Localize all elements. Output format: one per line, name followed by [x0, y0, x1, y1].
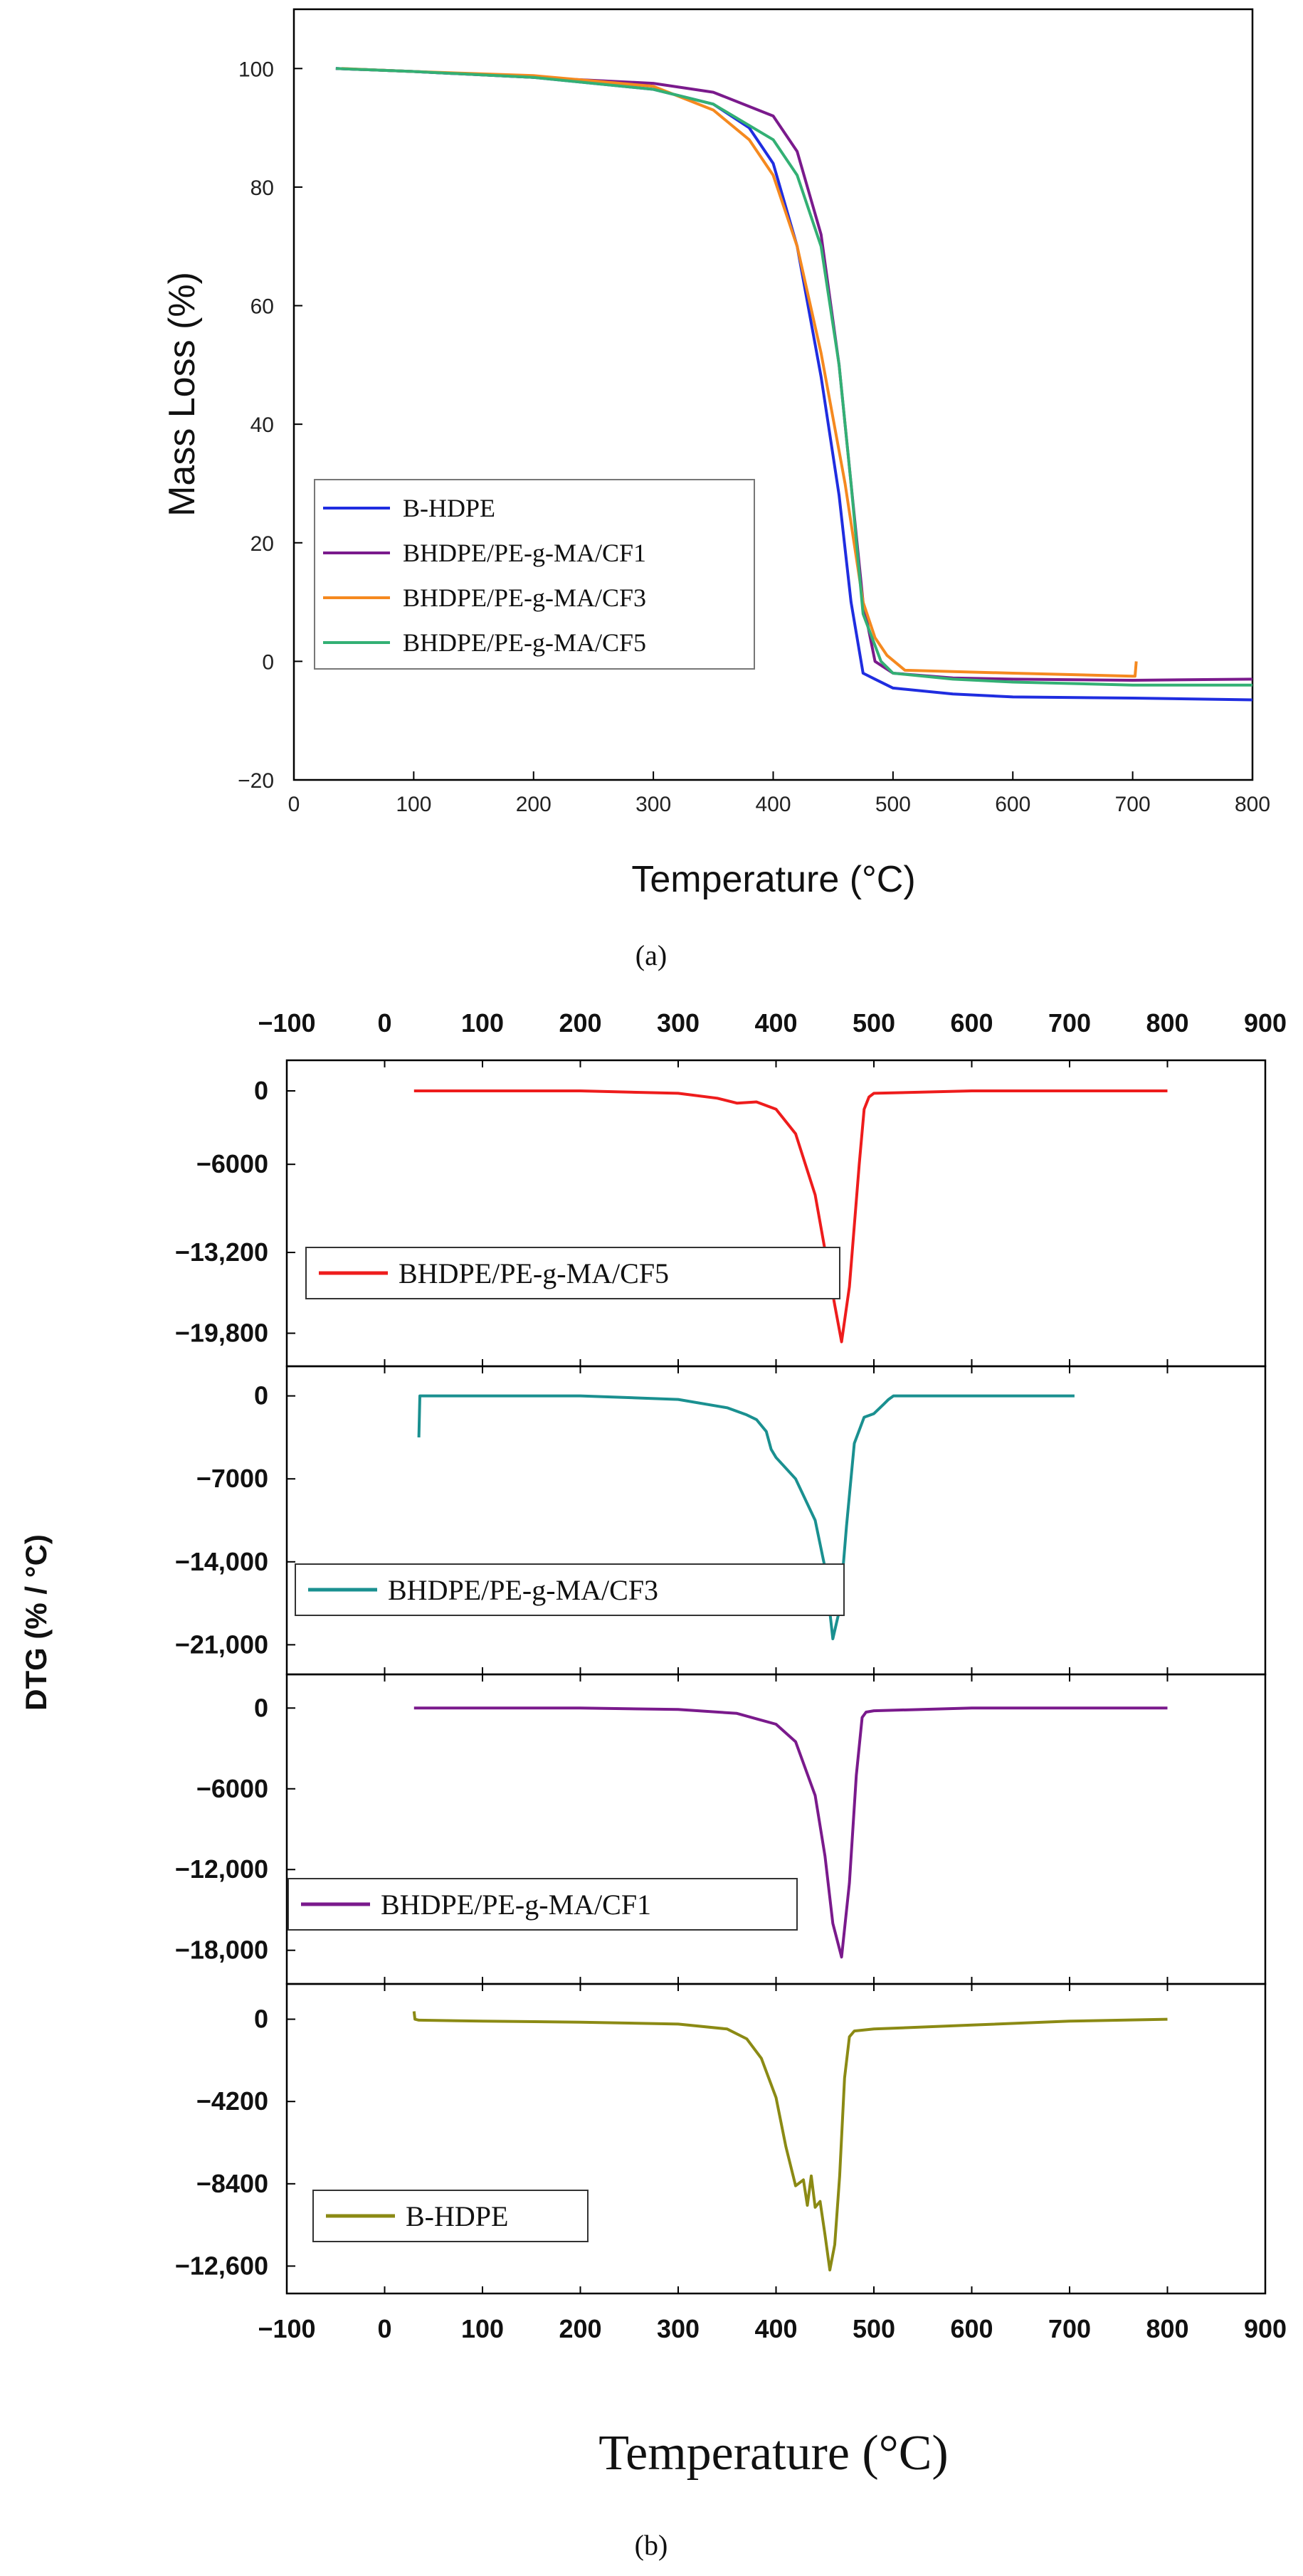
chart-b-xtick-label-bottom: 500 [853, 2314, 895, 2343]
chart-b-ytick-label: −12,000 [175, 1854, 268, 1884]
chart-b-panel-frame [285, 1983, 1267, 2295]
chart-a-ytick-label: −20 [238, 769, 274, 793]
chart-b-xtick-label-bottom: 800 [1146, 2314, 1188, 2343]
chart-b-xticks: −100 −100 0 0 100 100 200 200 300 300 400 400 500 500… [258, 1008, 1287, 2343]
chart-b-panel-frame [285, 1365, 1267, 1676]
chart-b-xlabel: Temperature (°C) [598, 2426, 948, 2481]
chart-b-ytick-label: −4200 [196, 2086, 268, 2116]
chart-b-series-line-1 [413, 1089, 1168, 1344]
chart-a-ytick-label: 100 [238, 58, 274, 81]
chart-b-ytick-label: 0 [254, 1381, 268, 1410]
chart-b-xtick-label-bottom: 600 [950, 2314, 993, 2343]
chart-b-ylabel: DTG (% / °C) [19, 1534, 53, 1711]
chart-b-panel-2: 0 −7000 −14,000 −21,000 BHDPE/PE-g-MA/CF3 [175, 1365, 1267, 1676]
chart-a-legend-box [314, 479, 755, 670]
chart-b-ytick-label: −6000 [196, 1149, 268, 1178]
chart-b-ytick-label: −18,000 [175, 1936, 268, 1965]
chart-a-ticks: 0 100 200 300 400 500 600 700 800 −20 0 20 40 60 80 100 [238, 58, 1270, 816]
chart-b-xtick-label-top: 200 [559, 1008, 601, 1038]
chart-b-xtick-label-bottom: 0 [377, 2314, 391, 2343]
chart-b-series-line-4 [412, 2011, 1168, 2271]
chart-b-legend-box [287, 1878, 798, 1931]
chart-a-ytick-label: 0 [262, 650, 274, 674]
chart-b-ytick-label: −19,800 [175, 1319, 268, 1348]
chart-b-xtick-label-top: 0 [377, 1008, 391, 1038]
chart-a-xlabel: Temperature (°C) [631, 859, 915, 900]
chart-b-xtick-label-top: 100 [461, 1008, 504, 1038]
chart-b-xtick-label-bottom: 400 [754, 2314, 797, 2343]
chart-a-ytick-label: 20 [250, 532, 274, 556]
chart-a-legend: B-HDPE BHDPE/PE-g-MA/CF1 BHDPE/PE-g-MA/CF3… [314, 479, 755, 670]
chart-b-ytick-label: −12,600 [175, 2251, 268, 2280]
chart-a-ytick-label: 80 [250, 176, 274, 200]
chart-b-xtick-label-bottom: 700 [1048, 2314, 1091, 2343]
chart-b-xtick-label-top: 600 [950, 1008, 993, 1038]
chart-b-xtick-label-bottom: 200 [559, 2314, 601, 2343]
chart-a-legend-label: BHDPE/PE-g-MA/CF3 [403, 584, 646, 612]
chart-b-xtick-label-top: 900 [1244, 1008, 1287, 1038]
chart-b-panel-1: 0 −6000 −13,200 −19,800 BHDPE/PE-g-MA/CF5 [175, 1059, 1267, 1368]
chart-a-legend-label: BHDPE/PE-g-MA/CF1 [403, 539, 646, 567]
chart-b-legend-box [305, 1247, 840, 1299]
chart-b-ytick-label: −7000 [196, 1464, 268, 1493]
chart-b-legend-label: B-HDPE [406, 2200, 508, 2232]
chart-b-series-line-2 [417, 1394, 1075, 1640]
chart-b-legend-label: BHDPE/PE-g-MA/CF3 [388, 1574, 658, 1606]
chart-a-xtick-label: 100 [396, 793, 431, 816]
chart-b-legend-label: BHDPE/PE-g-MA/CF5 [399, 1257, 669, 1289]
chart-b-panels: 0 −6000 −13,200 −19,800 BHDPE/PE-g-MA/CF5 0 −7… [175, 1059, 1267, 2295]
chart-b-ytick-label: 0 [254, 2005, 268, 2034]
chart-b-xtick-label-top: 500 [853, 1008, 895, 1038]
chart-b-xtick-label-top: 700 [1048, 1008, 1091, 1038]
chart-a-legend-label: B-HDPE [403, 494, 495, 522]
chart-a-ytick-label: 40 [250, 413, 274, 437]
chart-b-xtick-label-top: 300 [657, 1008, 700, 1038]
chart-b-xtick-label-bottom: 300 [657, 2314, 700, 2343]
chart-b-panel-frame [285, 1673, 1267, 1985]
chart-b-panel-frame [285, 1059, 1267, 1368]
chart-b-ytick-label: −8400 [196, 2169, 268, 2198]
chart-a-ytick-label: 60 [250, 295, 274, 319]
chart-b-xtick-label-bottom: 100 [461, 2314, 504, 2343]
chart-b-xtick-label-bottom: 900 [1244, 2314, 1287, 2343]
chart-b-series-line-3 [413, 1706, 1168, 1959]
chart-b-ytick-label: 0 [254, 1076, 268, 1105]
chart-b-ytick-label: −21,000 [175, 1630, 268, 1659]
chart-a-xtick-label: 500 [875, 793, 911, 816]
chart-a-xtick-label: 600 [995, 793, 1030, 816]
chart-a-xtick-label: 0 [288, 793, 300, 816]
chart-b-legend-label: BHDPE/PE-g-MA/CF1 [381, 1889, 651, 1921]
chart-b-caption: (b) [635, 2529, 668, 2561]
chart-b-xtick-label-top: 800 [1146, 1008, 1188, 1038]
chart-a-xtick-label: 700 [1115, 793, 1151, 816]
chart-b: 0 −6000 −13,200 −19,800 BHDPE/PE-g-MA/CF5 0 −7… [19, 1008, 1287, 2561]
chart-a-xtick-label: 800 [1235, 793, 1270, 816]
chart-a-xtick-label: 400 [755, 793, 791, 816]
chart-b-panel-4: 0 −4200 −8400 −12,600 B-HDPE [175, 1983, 1267, 2295]
chart-a-caption: (a) [635, 939, 667, 971]
chart-a-xtick-label: 200 [516, 793, 552, 816]
chart-b-ytick-label: −13,200 [175, 1237, 268, 1267]
chart-a-xtick-label: 300 [635, 793, 671, 816]
chart-a: 0 100 200 300 400 500 600 700 800 −20 0 20 40 60 80 100… [162, 8, 1270, 971]
chart-a-legend-label: BHDPE/PE-g-MA/CF5 [403, 628, 646, 657]
chart-a-ylabel: Mass Loss (%) [162, 272, 203, 517]
chart-a-series-line-3 [342, 67, 1138, 678]
chart-b-panel-3: 0 −6000 −12,000 −18,000 BHDPE/PE-g-MA/CF1 [175, 1673, 1267, 1985]
chart-b-ytick-label: −14,000 [175, 1547, 268, 1576]
chart-b-xtick-label-top: 400 [754, 1008, 797, 1038]
chart-b-xtick-label-bottom: −100 [258, 2314, 315, 2343]
chart-a-series [335, 67, 1252, 702]
chart-b-legend-box [295, 1563, 845, 1616]
chart-b-ytick-label: 0 [254, 1693, 268, 1722]
chart-b-ytick-label: −6000 [196, 1774, 268, 1803]
chart-a-series-line-4 [335, 67, 1252, 687]
chart-b-xtick-label-top: −100 [258, 1008, 315, 1038]
